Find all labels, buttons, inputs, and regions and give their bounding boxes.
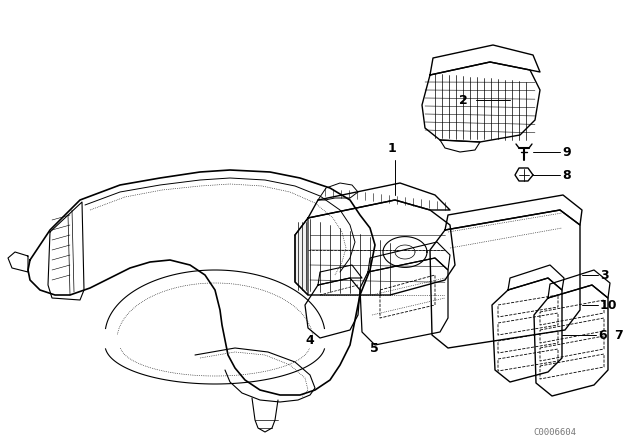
Polygon shape [534, 285, 608, 396]
Polygon shape [360, 258, 448, 345]
Text: 5: 5 [370, 341, 379, 354]
Polygon shape [48, 202, 84, 300]
Polygon shape [548, 270, 610, 298]
Polygon shape [308, 183, 450, 218]
Text: 7: 7 [614, 328, 623, 341]
Text: 3: 3 [600, 268, 609, 281]
Polygon shape [8, 252, 28, 272]
Text: 10: 10 [600, 298, 618, 311]
Polygon shape [305, 278, 360, 338]
Polygon shape [445, 195, 582, 230]
Text: 2: 2 [460, 94, 468, 107]
Polygon shape [295, 200, 455, 295]
Text: 6: 6 [598, 328, 607, 341]
Polygon shape [440, 140, 480, 152]
Text: 9: 9 [562, 146, 571, 159]
Polygon shape [508, 265, 564, 290]
Polygon shape [368, 242, 450, 272]
Polygon shape [28, 170, 375, 395]
Polygon shape [318, 183, 358, 200]
Polygon shape [422, 62, 540, 142]
Text: 8: 8 [562, 168, 571, 181]
Polygon shape [318, 265, 362, 285]
Text: 4: 4 [306, 333, 314, 346]
Polygon shape [430, 210, 580, 348]
Text: C0006604: C0006604 [534, 427, 577, 436]
Text: 1: 1 [388, 142, 396, 155]
Polygon shape [492, 278, 562, 382]
Polygon shape [430, 45, 540, 75]
Polygon shape [295, 218, 308, 295]
